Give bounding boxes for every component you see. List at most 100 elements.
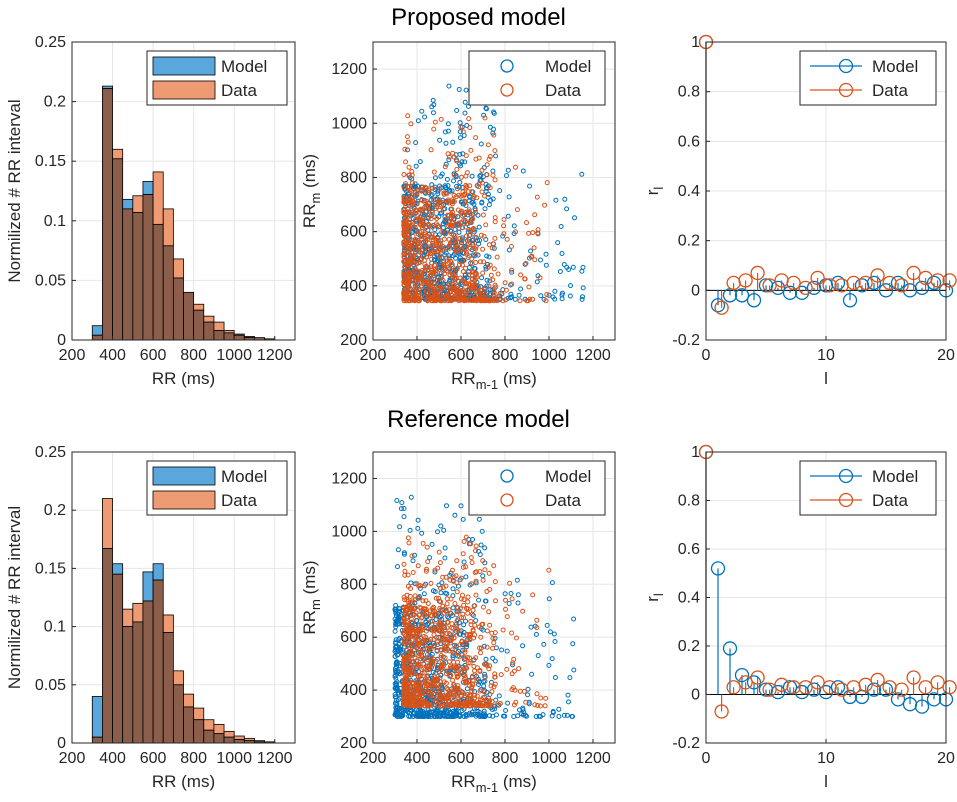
scatter-point-data <box>423 290 429 296</box>
scatter-point-model <box>413 163 419 169</box>
bar-data <box>172 258 184 279</box>
scatter-point-data <box>488 703 494 709</box>
scatter-point-data <box>408 240 413 246</box>
y-tick-label: 0.25 <box>35 34 66 51</box>
scatter-point-data <box>462 297 468 303</box>
scatter-point-data <box>428 216 434 222</box>
scatter-point-data <box>429 256 435 262</box>
y-tick-label: 0.2 <box>44 502 66 519</box>
y-tick-label: 1000 <box>331 115 367 132</box>
scatter-point-data <box>407 251 413 257</box>
scatter-point-data <box>425 652 430 657</box>
scatter-point-model <box>508 282 514 288</box>
scatter-point-data <box>431 604 437 610</box>
scatter-point-model <box>482 598 488 604</box>
scatter-point-data <box>438 695 444 701</box>
x-axis-label: RR (ms) <box>152 772 215 791</box>
scatter-point-data <box>412 593 418 599</box>
scatter-point-data <box>428 619 434 624</box>
stem-marker-model <box>746 675 762 690</box>
scatter-point-data <box>454 589 460 595</box>
scatter-point-data <box>402 146 408 152</box>
scatter-point-data <box>401 561 407 567</box>
stem-marker-data <box>714 704 729 719</box>
stem-marker-data <box>786 275 801 291</box>
stem-marker-model <box>770 684 786 700</box>
x-axis-label: RRm-1 (ms) <box>451 772 537 795</box>
scatter-point-data <box>452 213 458 219</box>
stem-marker-model <box>782 680 798 695</box>
x-tick-label: 600 <box>140 347 167 364</box>
scatter-point-data <box>422 261 428 267</box>
y-tick-label: 0.8 <box>678 493 700 510</box>
scatter-point-data <box>418 621 424 627</box>
scatter-point-model <box>405 709 411 715</box>
x-tick-label: 1000 <box>216 347 252 364</box>
scatter-point-data <box>542 703 548 709</box>
scatter-point-data <box>530 296 536 302</box>
scatter-point-data <box>434 216 440 221</box>
scatter-point-data <box>414 634 420 640</box>
scatter-point-data <box>543 298 549 304</box>
scatter-point-data <box>462 200 468 206</box>
scatter-point-data <box>406 540 412 546</box>
scatter-point-data <box>434 634 439 640</box>
scatter-point-data <box>402 689 408 695</box>
scatter-point-data <box>449 212 455 218</box>
y-tick-label: 0.6 <box>678 541 700 558</box>
scatter-point-data <box>421 583 427 589</box>
bar-model <box>91 696 103 738</box>
y-tick-label: -0.2 <box>672 332 700 349</box>
bar-data <box>112 148 124 160</box>
scatter-point-data <box>437 585 443 591</box>
scatter-point-data <box>484 698 490 704</box>
legend-label-data: Data <box>872 81 908 100</box>
scatter-point-data <box>489 630 495 636</box>
scatter-point-model <box>556 714 562 719</box>
scatter-point-data <box>503 287 509 293</box>
scatter-point-data <box>438 626 444 632</box>
scatter-point-model <box>442 230 448 236</box>
scatter-point-model <box>473 580 479 586</box>
scatter-point-data <box>410 620 416 626</box>
scatter-point-model <box>460 516 466 522</box>
scatter-point-model <box>553 197 559 203</box>
scatter-point-data <box>497 290 503 296</box>
scatter-point-model <box>505 213 511 219</box>
scatter-point-data <box>462 247 468 252</box>
x-tick-label: 20 <box>937 750 955 767</box>
scatter-point-model <box>410 558 416 564</box>
scatter-point-model <box>570 714 575 719</box>
scatter-point-data <box>491 640 497 646</box>
scatter-point-model <box>435 529 440 535</box>
scatter-point-model <box>393 670 399 676</box>
bar-data <box>122 608 134 628</box>
scatter-point-data <box>437 697 443 703</box>
scatter-point-model <box>509 269 515 275</box>
scatter-point-data <box>469 685 474 691</box>
legend-marker-data <box>500 83 514 97</box>
scatter-point-data <box>444 601 450 607</box>
scatter-point-data <box>473 592 479 598</box>
scatter-point-model <box>534 279 540 285</box>
scatter-point-data <box>407 593 413 599</box>
scatter-point-data <box>406 184 412 189</box>
bar-model <box>152 563 164 581</box>
scatter-point-model <box>490 713 496 719</box>
scatter-point-data <box>436 224 442 230</box>
scatter-point-model <box>424 709 430 715</box>
scatter-point-model <box>562 196 568 202</box>
x-tick-label: 800 <box>180 750 207 767</box>
scatter-point-data <box>423 634 429 640</box>
scatter-point-model <box>469 200 475 206</box>
scatter-point-model <box>396 606 402 612</box>
scatter-point-model <box>392 616 398 622</box>
scatter-point-data <box>406 164 412 170</box>
scatter-point-data <box>423 691 429 696</box>
scatter-point-data <box>467 228 473 234</box>
scatter-point-model <box>459 708 465 714</box>
x-tick-label: 400 <box>99 750 126 767</box>
scatter-point-data <box>458 174 464 180</box>
scatter-point-data <box>482 115 488 121</box>
scatter-point-data <box>436 549 442 555</box>
